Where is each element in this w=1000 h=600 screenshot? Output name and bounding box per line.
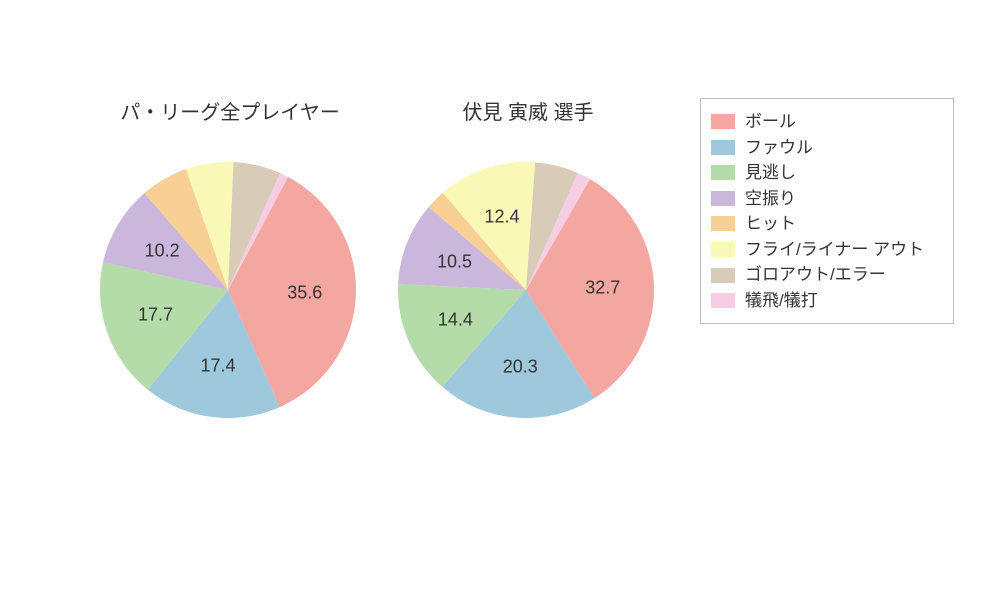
legend-swatch-swing <box>711 191 735 206</box>
slice-label-looking: 14.4 <box>438 310 473 331</box>
legend-swatch-flyout <box>711 242 735 257</box>
chart-stage: パ・リーグ全プレイヤー 35.6 17.4 17.7 10.2 伏見 寅威 選手 32… <box>0 0 1000 600</box>
slice-label-looking: 17.7 <box>138 305 173 326</box>
chart-title-league: パ・リーグ全プレイヤー <box>100 96 360 125</box>
legend-swatch-groundout <box>711 268 735 283</box>
legend-item-hit: ヒット <box>711 211 939 237</box>
legend-label-groundout: ゴロアウト/エラー <box>745 265 886 285</box>
legend-item-foul: ファウル <box>711 135 939 161</box>
pie-league: 35.6 17.4 17.7 10.2 <box>100 162 356 418</box>
legend-swatch-sac <box>711 293 735 308</box>
legend-item-sac: 犠飛/犠打 <box>711 288 939 314</box>
legend-item-groundout: ゴロアウト/エラー <box>711 262 939 288</box>
slice-label-ball: 32.7 <box>585 278 620 299</box>
legend-label-foul: ファウル <box>745 138 813 158</box>
legend-item-looking: 見逃し <box>711 160 939 186</box>
legend-swatch-looking <box>711 165 735 180</box>
slice-label-ball: 35.6 <box>287 282 322 303</box>
legend-swatch-hit <box>711 216 735 231</box>
slice-label-swing: 10.2 <box>145 240 180 261</box>
legend-label-hit: ヒット <box>745 214 796 234</box>
legend-item-flyout: フライ/ライナー アウト <box>711 237 939 263</box>
legend-item-ball: ボール <box>711 109 939 135</box>
legend: ボール ファウル 見逃し 空振り ヒット フライ/ライナー アウト ゴロアウト/… <box>700 98 954 324</box>
legend-label-sac: 犠飛/犠打 <box>745 291 818 311</box>
slice-label-swing: 10.5 <box>437 251 472 272</box>
slice-label-flyout: 12.4 <box>484 207 519 228</box>
legend-label-looking: 見逃し <box>745 163 796 183</box>
legend-label-swing: 空振り <box>745 189 796 209</box>
slice-label-foul: 17.4 <box>200 356 235 377</box>
chart-title-player: 伏見 寅威 選手 <box>398 96 658 125</box>
legend-swatch-ball <box>711 114 735 129</box>
legend-item-swing: 空振り <box>711 186 939 212</box>
slice-label-foul: 20.3 <box>503 356 538 377</box>
legend-swatch-foul <box>711 140 735 155</box>
legend-label-ball: ボール <box>745 112 796 132</box>
pie-player: 32.7 20.3 14.4 10.5 12.4 <box>398 162 654 418</box>
legend-label-flyout: フライ/ライナー アウト <box>745 240 924 260</box>
